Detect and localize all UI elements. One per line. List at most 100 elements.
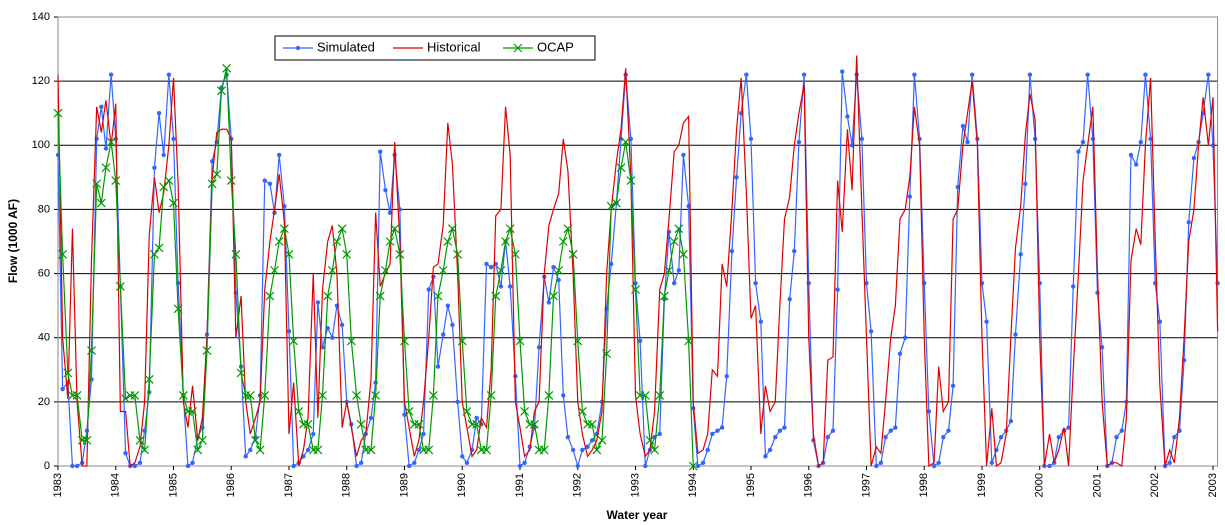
point-marker: [650, 445, 659, 455]
point-marker: [412, 460, 417, 465]
point-marker: [53, 108, 63, 118]
point-marker: [435, 364, 441, 369]
point-marker: [130, 391, 140, 400]
point-marker: [231, 249, 241, 259]
point-marker: [161, 152, 166, 158]
point-marker: [758, 319, 764, 324]
point-marker: [621, 137, 631, 147]
point-marker: [1133, 162, 1139, 167]
point-marker: [888, 428, 893, 433]
point-marker: [368, 415, 374, 421]
point-marker: [782, 425, 787, 430]
point-marker: [103, 146, 109, 151]
point-marker: [108, 72, 114, 77]
point-marker: [684, 336, 694, 346]
point-marker: [1128, 152, 1134, 158]
x-tick-label: 1983: [52, 473, 64, 497]
point-marker: [276, 152, 282, 158]
point-marker: [695, 463, 701, 469]
point-marker: [681, 152, 686, 158]
x-tick-label: 1996: [803, 473, 815, 497]
point-marker: [260, 391, 270, 400]
point-marker: [457, 336, 467, 346]
point-marker: [406, 463, 412, 469]
point-marker: [777, 428, 783, 433]
point-marker: [72, 391, 82, 400]
point-marker: [664, 265, 674, 275]
point-marker: [323, 291, 333, 301]
point-marker: [1018, 252, 1023, 257]
point-marker: [563, 224, 573, 234]
point-marker: [565, 434, 571, 440]
point-marker: [893, 425, 898, 430]
point-marker: [111, 176, 121, 185]
x-axis-title: Water year: [607, 508, 668, 522]
point-marker: [274, 237, 284, 246]
point-marker: [315, 300, 321, 305]
point-marker: [251, 435, 260, 445]
legend-label: OCAP: [537, 39, 574, 54]
point-marker: [587, 419, 597, 429]
point-marker: [455, 399, 460, 405]
x-tick-label: 1998: [918, 473, 930, 497]
point-marker: [1191, 155, 1197, 161]
point-marker: [286, 329, 292, 334]
point-marker: [453, 249, 463, 259]
point-marker: [897, 351, 903, 356]
point-marker: [121, 394, 130, 404]
point-marker: [96, 198, 106, 208]
point-marker: [902, 335, 908, 340]
point-marker: [859, 136, 865, 142]
point-marker: [99, 104, 104, 110]
point-marker: [295, 45, 301, 51]
point-marker: [366, 445, 376, 455]
point-marker: [185, 463, 191, 469]
point-marker: [303, 419, 313, 429]
point-marker: [178, 391, 188, 400]
point-marker: [60, 386, 65, 392]
x-tick-label: 1992: [572, 473, 584, 497]
point-marker: [744, 72, 749, 77]
point-marker: [1167, 460, 1172, 465]
point-marker: [404, 407, 414, 416]
point-marker: [941, 434, 946, 440]
point-marker: [530, 419, 539, 429]
point-marker: [501, 237, 510, 246]
point-marker: [482, 445, 491, 455]
point-marker: [585, 444, 590, 449]
point-marker: [433, 291, 443, 301]
point-marker: [400, 336, 409, 346]
point-marker: [1206, 72, 1211, 77]
point-marker: [156, 111, 162, 116]
point-marker: [101, 163, 111, 173]
point-marker: [164, 176, 174, 185]
point-marker: [763, 454, 768, 459]
point-marker: [1143, 72, 1148, 77]
point-marker: [688, 461, 698, 471]
point-marker: [748, 136, 754, 142]
point-marker: [445, 303, 451, 308]
point-marker: [657, 431, 662, 437]
x-tick-label: 2001: [1091, 473, 1103, 497]
point-marker: [554, 265, 564, 275]
point-marker: [207, 179, 217, 189]
point-marker: [1186, 220, 1191, 225]
point-marker: [645, 435, 655, 445]
point-marker: [378, 149, 383, 154]
legend: Simulated Historical OCAP: [274, 35, 596, 61]
point-marker: [318, 391, 327, 400]
point-marker: [561, 393, 566, 398]
point-marker: [381, 265, 390, 275]
legend-box: [274, 35, 596, 61]
point-marker: [628, 136, 634, 142]
series-line: [57, 55, 1219, 468]
point-marker: [169, 198, 178, 208]
point-marker: [1157, 319, 1163, 324]
point-marker: [551, 264, 556, 270]
x-tick-label: 1986: [225, 473, 237, 497]
point-marker: [1071, 284, 1076, 289]
point-marker: [123, 450, 128, 456]
point-marker: [577, 407, 587, 416]
point-marker: [421, 431, 426, 437]
plot-frame: [57, 16, 1219, 467]
